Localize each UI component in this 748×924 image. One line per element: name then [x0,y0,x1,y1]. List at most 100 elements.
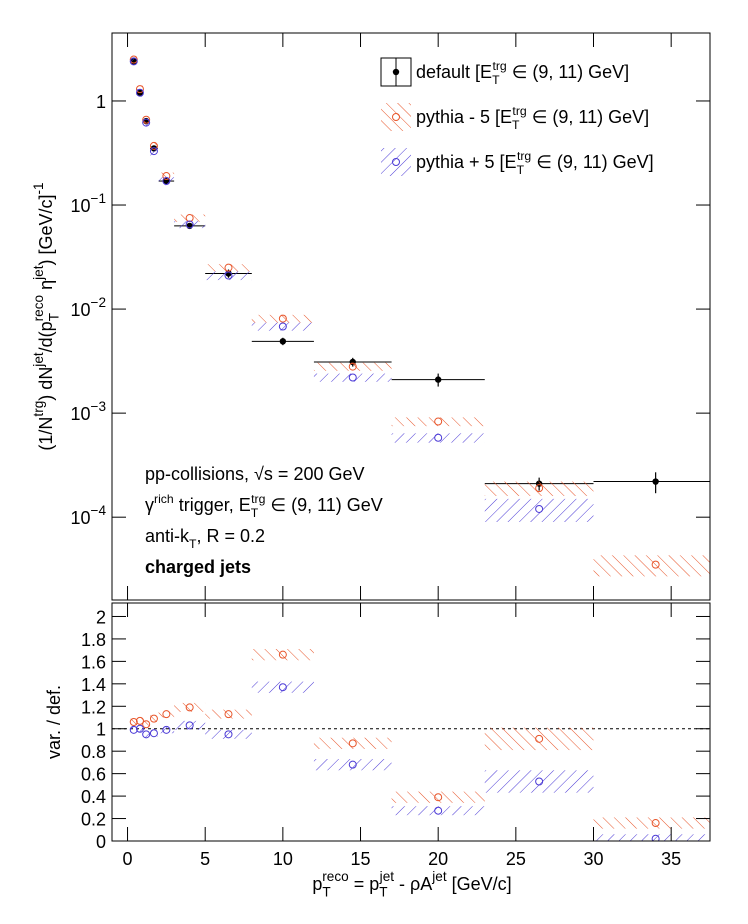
legend-marker [392,113,400,121]
systematic-box [593,555,710,577]
marker [149,714,158,723]
x-tick-label: 15 [351,849,371,869]
text-part: jet [31,265,46,281]
text-part: 10 [70,508,90,528]
marker [185,220,194,229]
marker [185,721,194,730]
marker [162,177,171,186]
y-tick-label: 1.4 [81,675,106,695]
marker [279,338,287,345]
text-part: 10 [70,300,90,320]
systematic-box [136,89,144,97]
systematic-box [484,770,594,793]
text-part: ∈ (9, 11) GeV [265,495,382,515]
text-part: T [517,163,525,177]
y-tick-label: 10−2​ [70,295,106,320]
text-part: ) [GeV/c] [36,195,56,266]
marker [434,806,443,815]
x-axis-title: pTreco = pTjet - ρAjet [GeV/c] [312,869,511,899]
text-part: = p [349,874,380,894]
annotation: anti-kT, R = 0.2 [145,526,265,551]
systematic-box [174,221,206,229]
systematic-box [174,720,206,730]
systematic-box [205,264,252,272]
systematic-box [143,119,150,127]
marker [278,683,287,692]
plot-area [129,55,710,577]
text-part: 10 [70,404,90,424]
marker [185,703,194,712]
marker [651,560,660,569]
marker [348,760,357,769]
marker [434,376,442,383]
systematic-box [158,177,175,186]
systematic-box [130,57,137,66]
marker [535,777,544,786]
text-part: -1 [31,182,46,194]
text-part: jet [431,869,447,884]
marker [224,710,233,719]
text-part: anti-k [145,526,190,546]
text-part: reco [31,295,46,321]
y-tick-label: 2 [96,607,106,627]
marker [162,710,171,719]
text-part: p [312,874,322,894]
marker [434,793,443,802]
annotation: pp-collisions, √s = 200 GeV [145,464,365,484]
marker [348,373,357,382]
text-part: trg [251,492,265,506]
text-part: pp-collisions, √s = 200 GeV [145,464,365,484]
text-part: trg [492,59,506,73]
text-part: trg [512,104,526,118]
marker [142,720,151,729]
plot-area [112,649,710,841]
marker [142,118,151,127]
text-part: /d(p [36,321,56,352]
text-part: −3 [91,399,107,414]
marker [434,433,443,442]
systematic-box [251,322,314,331]
text-part: T [46,313,61,321]
y-tick-label: 0.4 [81,787,106,807]
text-part: trg [517,149,531,163]
text-part: ∈ (9, 11) GeV] [531,152,653,172]
systematic-box [130,718,137,726]
systematic-box [174,214,206,222]
text-part: −1 [91,191,107,206]
text-part: ∈ (9, 11) GeV] [527,107,649,127]
systematic-box [130,726,137,734]
marker [135,88,144,97]
y-tick-label: 10−1​ [70,191,106,216]
systematic-box [251,681,314,693]
text-part: default [E [416,62,492,82]
text-part: T [189,537,197,551]
text-part: jet [379,869,395,884]
text-part: −2 [91,295,107,310]
text-part: 10 [70,196,90,216]
text-part: [GeV/c] [447,874,512,894]
systematic-box [484,727,594,751]
text-part: η [36,280,56,295]
marker [278,314,287,323]
systematic-box [313,373,392,382]
text-part: T [379,884,387,899]
systematic-box [205,271,252,281]
systematic-box [150,729,158,737]
text-part: - ρA [394,874,432,894]
text-part: (1/N [36,417,56,451]
annotation: γrich trigger, ETtrg ∈ (9, 11) GeV [145,492,383,520]
y-tick-label: 10−3​ [70,399,106,424]
systematic-box [313,759,392,771]
y-tick-label: 1 [96,92,106,112]
text-part: pythia + 5 [E [416,152,517,172]
systematic-box [174,702,206,712]
text-part: T [492,73,500,87]
text-part: T [512,118,520,132]
text-part: γ [145,495,154,515]
y-axis-title: var. / def. [44,685,64,759]
marker [278,650,287,659]
marker [224,263,233,272]
marker [162,725,171,734]
annotation: charged jets [145,557,251,577]
text-part: pythia - 5 [E [416,107,512,127]
